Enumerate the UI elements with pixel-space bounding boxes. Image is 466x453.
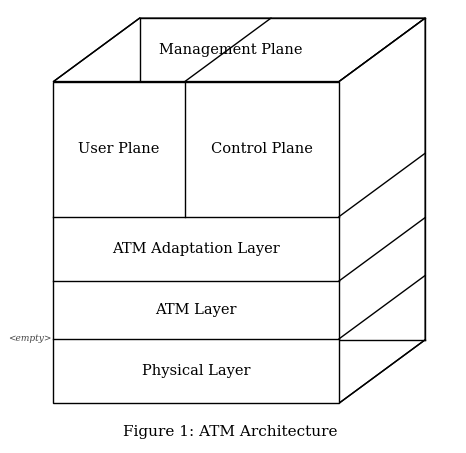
Text: Control Plane: Control Plane <box>211 142 313 156</box>
Text: ATM Layer: ATM Layer <box>156 303 237 317</box>
Text: Figure 1: ATM Architecture: Figure 1: ATM Architecture <box>123 425 337 439</box>
Text: <empty>: <empty> <box>8 334 51 343</box>
Text: Physical Layer: Physical Layer <box>142 364 251 378</box>
Polygon shape <box>54 18 425 82</box>
Polygon shape <box>54 82 339 403</box>
Polygon shape <box>339 18 425 403</box>
Text: User Plane: User Plane <box>78 142 160 156</box>
Text: ATM Adaptation Layer: ATM Adaptation Layer <box>112 242 280 256</box>
Text: Management Plane: Management Plane <box>159 43 302 57</box>
